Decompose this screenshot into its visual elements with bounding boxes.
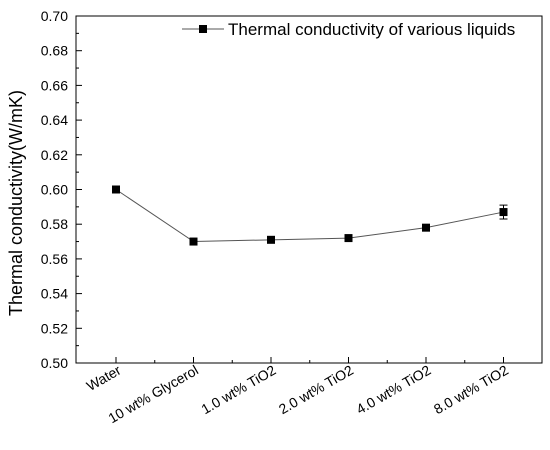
y-tick-label: 0.66 — [41, 77, 68, 93]
plot-frame — [75, 15, 543, 364]
data-point-marker — [422, 223, 430, 232]
axes — [75, 15, 543, 364]
y-tick-label: 0.64 — [41, 112, 68, 128]
series-line — [115, 189, 504, 243]
x-tick-label: 1.0 wt% TiO2 — [198, 362, 278, 418]
y-tick-label: 0.68 — [41, 43, 68, 59]
y-tick-label: 0.70 — [41, 8, 68, 24]
y-tick-label: 0.56 — [41, 251, 68, 267]
x-tick-label: 4.0 wt% TiO2 — [353, 362, 433, 418]
y-tick-label: 0.60 — [41, 182, 68, 198]
x-tick-label: 2.0 wt% TiO2 — [276, 362, 356, 418]
series — [112, 185, 508, 246]
data-point-marker — [112, 185, 120, 194]
y-tick-label: 0.58 — [41, 216, 68, 232]
y-tick-label: 0.50 — [41, 355, 68, 371]
y-tick-label: 0.62 — [41, 147, 68, 163]
data-point-marker — [344, 234, 353, 243]
y-tick-label: 0.54 — [41, 286, 68, 302]
x-tick-label: Water — [84, 362, 124, 394]
data-point-marker — [267, 235, 275, 244]
data-point-marker — [189, 237, 198, 246]
y-tick-label: 0.52 — [41, 320, 68, 336]
y-axis-title: Thermal conductivity(W/mK) — [6, 90, 26, 316]
x-tick-label: 8.0 wt% TiO2 — [431, 362, 511, 418]
data-point-marker — [499, 208, 508, 217]
legend: Thermal conductivity of various liquids — [182, 20, 515, 39]
legend-marker — [199, 25, 207, 33]
legend-label: Thermal conductivity of various liquids — [228, 20, 515, 39]
